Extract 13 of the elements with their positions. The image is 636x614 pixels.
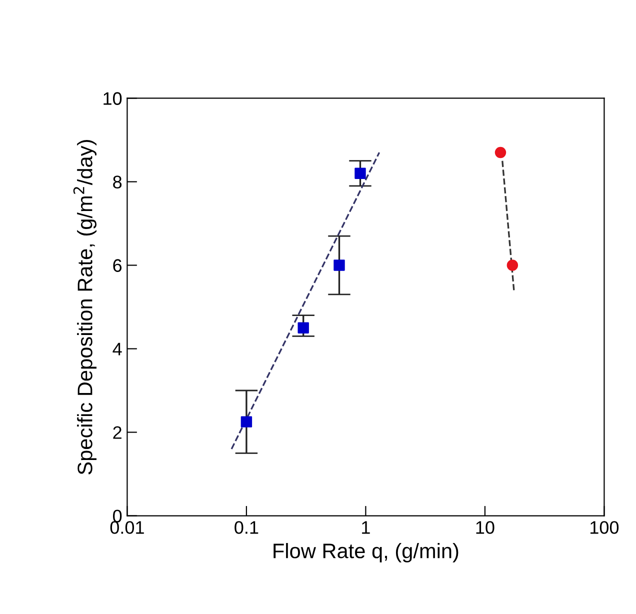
y-tick-label: 0 [113, 510, 122, 522]
x-axis-title: Flow Rate q, (g/min) [274, 543, 458, 562]
y-tick-label: 6 [113, 259, 122, 272]
y-tick-label: 8 [113, 176, 122, 188]
y-tick-label: 2 [113, 426, 122, 439]
y-tick-label: 10 [104, 92, 122, 105]
y-axis-title: Specific Deposition Rate, (g/m$^{2}$/day) [73, 140, 96, 474]
x-tick-label: 0.01 [110, 521, 144, 534]
x-tick-label: 0.1 [234, 521, 258, 534]
x-tick-label: 1 [362, 521, 370, 534]
y-tick-label: 4 [112, 342, 122, 356]
x-tick-label: 100 [590, 521, 619, 534]
x-tick-label: 10 [476, 521, 494, 534]
